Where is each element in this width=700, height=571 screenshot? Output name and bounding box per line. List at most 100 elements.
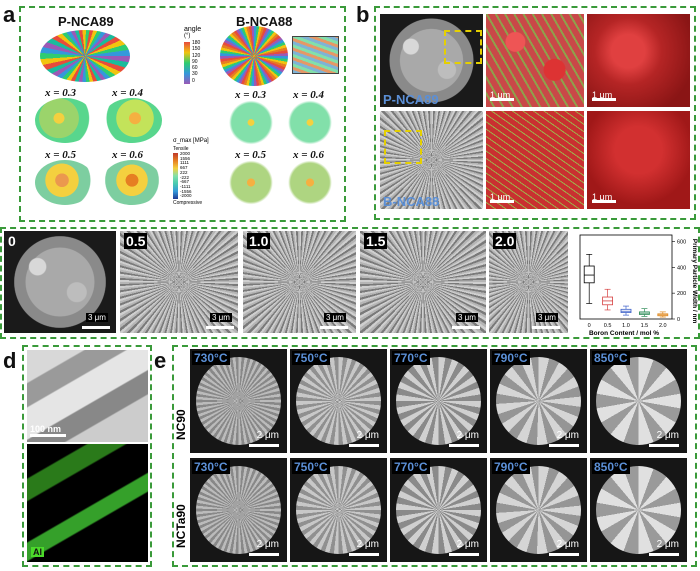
e-sem-ncta90-790: 790°C 2 μm: [490, 458, 587, 562]
boxplot-ytick-label-0: 0: [677, 317, 680, 323]
d-al-map: [27, 444, 148, 562]
e-row-label-nc90: NC90: [174, 409, 188, 440]
boxplot-ytick-label-1: 200: [677, 291, 686, 297]
stress-tick-0: 2000: [180, 151, 191, 156]
angle-tick-4: 60: [192, 65, 198, 72]
e-temp-label-1-0: 730°C: [192, 460, 230, 474]
e-temp-label-1-4: 850°C: [592, 460, 630, 474]
e-scale-0-2: 2 μm: [456, 430, 479, 441]
e-sem-nc90-770: 770°C 2 μm: [390, 349, 487, 453]
e-scalebar-1-0: [249, 553, 279, 556]
e-sem-nc90-790: 790°C 2 μm: [490, 349, 587, 453]
angle-legend-title: angle: [184, 26, 202, 33]
x-label-left-06: x = 0.6: [112, 149, 144, 161]
angle-tick-3: 90: [192, 58, 198, 65]
boxplot-xlabel: Boron Content / mol %: [589, 330, 659, 337]
e-scale-0-1: 2 μm: [356, 430, 379, 441]
d-scalebar: [30, 434, 66, 437]
e-scalebar-0-4: [649, 444, 679, 447]
boron-boxplot: 0 200 400 600 0 0.5 1.0 1.5 2.0 Boron Content / …: [579, 234, 698, 337]
c-sample-label-05: 0.5: [124, 233, 148, 249]
e-sem-ncta90-850: 850°C 2 μm: [590, 458, 687, 562]
b-scale-1: 1 μm: [490, 90, 511, 100]
c-sample-label-10: 1.0: [247, 233, 271, 249]
c-scale-0: 3 μm: [86, 313, 108, 322]
stress-tick-3: 667: [180, 165, 188, 171]
e-temp-label-1-1: 750°C: [292, 460, 330, 474]
e-row-label-ncta90: NCTa90: [174, 504, 188, 548]
boxplot-xtick-label-3: 1.5: [641, 323, 649, 329]
panel-a: [19, 6, 346, 222]
angle-tick-0: 180: [192, 40, 201, 46]
x-label-left-04: x = 0.4: [112, 87, 144, 99]
stress-ticks: 2000 1556 1111 667 222 -222 -667 -1111 -1556 -200…: [180, 151, 192, 199]
boxplot-frame: [579, 234, 673, 320]
panel-c: [0, 227, 700, 339]
stress-colorbar: [173, 153, 178, 199]
panel-a-label: a: [3, 2, 16, 27]
b-p-nca89-zoom-box: [444, 30, 482, 64]
e-particle-0-2: [396, 357, 481, 445]
panel-d: [22, 345, 152, 567]
e-scale-1-2: 2 μm: [456, 539, 479, 550]
stress-tick-9: -2000: [180, 193, 192, 199]
b-nca88-stress-x06: [287, 160, 333, 205]
e-temp-label-0-3: 790°C: [492, 351, 530, 365]
e-particle-0-4: [596, 357, 681, 445]
e-scalebar-1-4: [649, 553, 679, 556]
stress-legend: σ_max [MPa] Tensile 2000 1556 1111 667 222 -2…: [165, 138, 225, 208]
c-scale-10: 3 μm: [324, 313, 346, 322]
b-nca88-zoom-inset: [292, 36, 339, 74]
b-row-label-p-nca89: P-NCA89: [383, 92, 439, 107]
stress-legend-bottom: Compressive: [173, 200, 203, 206]
b-nca88-stress-x03: [228, 100, 274, 145]
panel-e: [172, 345, 697, 567]
stress-legend-top: Tensile: [173, 146, 189, 152]
b-scale-3: 1 μm: [490, 192, 511, 202]
b-b-nca88-sem: [380, 111, 483, 209]
b-row-label-b-nca88: B-NCA88: [383, 194, 440, 209]
b-p-nca89-overlay: [486, 14, 584, 107]
b-nca88-stress-x04: [287, 100, 333, 145]
d-element-label: Al: [31, 547, 44, 557]
c-scalebar-0: [82, 326, 110, 329]
e-scalebar-1-3: [549, 553, 579, 556]
stress-tick-8: -1556: [180, 188, 192, 194]
p-nca89-stress-x04: [102, 98, 162, 143]
e-particle-1-3: [496, 466, 581, 554]
e-scale-0-3: 2 μm: [556, 430, 579, 441]
b-scalebar-1: [490, 98, 514, 101]
b-scalebar-4: [592, 200, 616, 203]
e-temp-label-1-2: 770°C: [392, 460, 430, 474]
e-scalebar-0-2: [449, 444, 479, 447]
panel-a-left-title: P-NCA89: [58, 14, 114, 29]
boxplot-xtick-label-0: 0: [588, 323, 591, 329]
x-label-left-05: x = 0.5: [45, 149, 77, 161]
p-nca89-stress-x05: [35, 160, 95, 205]
angle-legend: angle (°) 180 150 120 90 60 30 0: [178, 26, 218, 88]
angle-tick-6: 0: [192, 77, 195, 84]
boxplot-xtick-label-4: 2.0: [659, 323, 667, 329]
e-scale-0-4: 2 μm: [656, 430, 679, 441]
boxplot-ylabel: Primary Particle Width / nm: [691, 239, 698, 324]
panel-e-label: e: [154, 348, 167, 373]
c-sample-label-15: 1.5: [364, 233, 388, 249]
e-scale-1-0: 2 μm: [256, 539, 279, 550]
c-scalebar-15: [452, 326, 480, 329]
c-sample-label-0: 0: [8, 233, 16, 249]
stress-tick-4: 222: [180, 169, 188, 175]
e-particle-1-1: [296, 466, 381, 554]
x-label-right-05: x = 0.5: [235, 149, 267, 161]
x-label-left-03: x = 0.3: [45, 87, 77, 99]
e-sem-ncta90-750: 750°C 2 μm: [290, 458, 387, 562]
b-scalebar-2: [592, 98, 616, 101]
b-p-nca89-sem: [380, 14, 483, 107]
e-sem-ncta90-730: 730°C 2 μm: [190, 458, 287, 562]
e-particle-1-0: [196, 466, 281, 554]
x-label-right-06: x = 0.6: [293, 149, 325, 161]
x-label-right-03: x = 0.3: [235, 89, 267, 101]
boxplot-ytick-label-3: 600: [677, 239, 686, 245]
e-particle-1-2: [396, 466, 481, 554]
stress-tick-1: 1556: [180, 155, 191, 161]
c-scalebar-10: [320, 326, 348, 329]
